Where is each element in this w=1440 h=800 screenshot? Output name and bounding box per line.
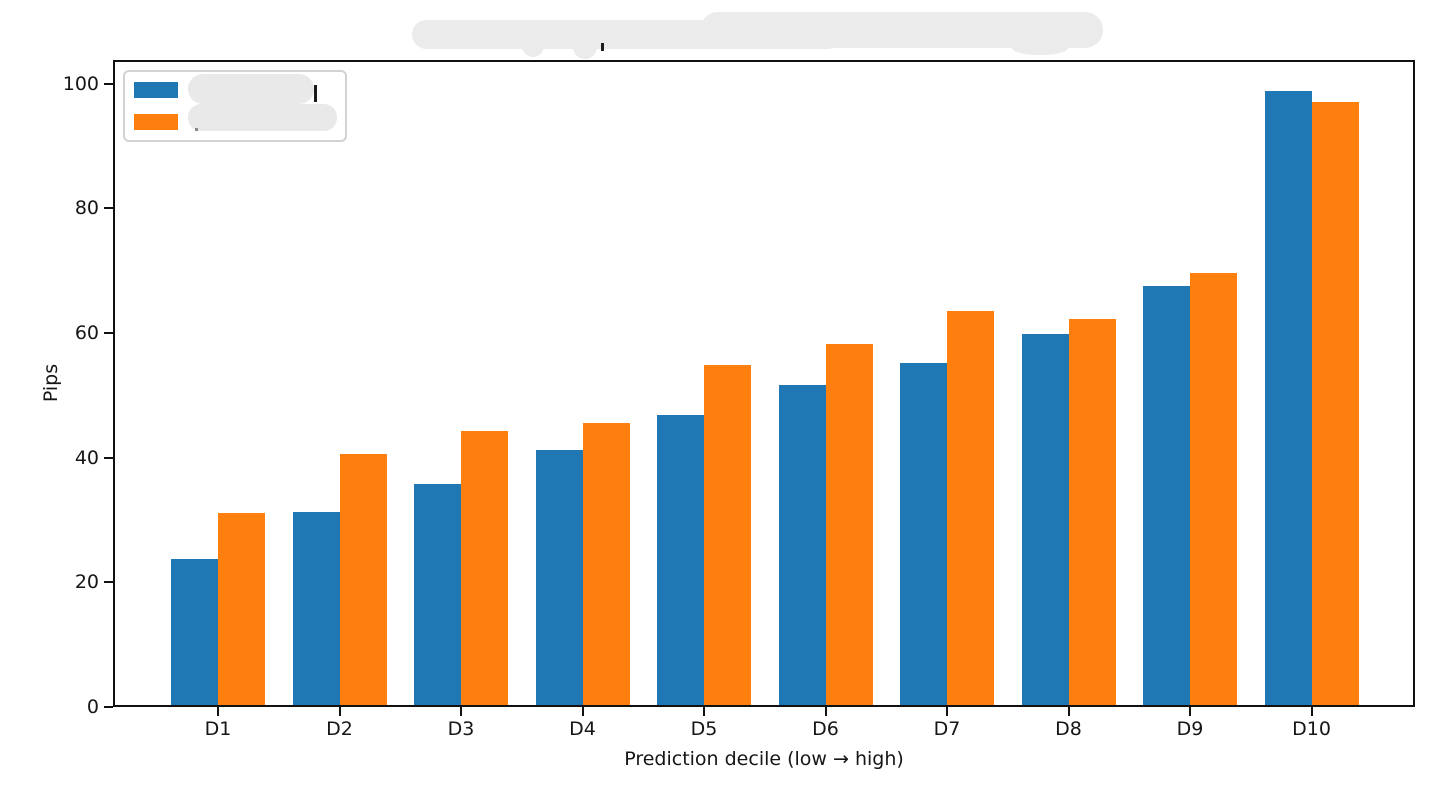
x-tick-label-D4: D4 — [569, 718, 596, 740]
y-axis-label: Pips — [40, 363, 62, 403]
bar-series2-D4 — [582, 423, 630, 705]
bar-series1-D7 — [900, 362, 947, 705]
x-tick-label-D2: D2 — [326, 718, 353, 740]
bar-series2-D9 — [1190, 273, 1237, 705]
bar-series2-D3 — [461, 431, 508, 705]
y-tick-label-100: 100 — [62, 72, 99, 95]
bar-series2-D10 — [1311, 102, 1359, 705]
bar-series1-D1 — [171, 559, 218, 705]
bar-series2-D6 — [825, 344, 873, 705]
x-tick-D2 — [338, 707, 341, 716]
bar-series2-D8 — [1068, 319, 1116, 705]
y-tick-label-60: 60 — [74, 322, 99, 345]
redaction-blob-title-bump3 — [1012, 41, 1068, 55]
x-tick-label-D8: D8 — [1055, 718, 1082, 740]
x-tick-D3 — [460, 707, 462, 716]
legend-label2-text-fragment — [195, 128, 198, 131]
redaction-blob-legend-label1 — [188, 74, 314, 104]
bar-series1-D2 — [292, 511, 340, 705]
x-tick-D8 — [1067, 707, 1070, 716]
x-tick-D4 — [581, 707, 584, 716]
x-tick-D5 — [703, 707, 705, 716]
axis-spine-bottom — [113, 705, 1415, 707]
legend — [123, 70, 347, 142]
plot-area: 0 20 40 60 80 100 D1 D2 D3 D4 D5 D6 D7 D8 D9 D10 Predi… — [40, 60, 1415, 770]
legend-label1-text-fragment — [314, 85, 317, 102]
x-tick-D10 — [1310, 707, 1313, 716]
x-tick-label-D10: D10 — [1292, 718, 1331, 740]
chart-title-redacted — [0, 0, 1440, 60]
bar-series2-D7 — [947, 310, 994, 705]
x-tick-D1 — [217, 707, 219, 716]
y-tick-80 — [104, 207, 113, 210]
bar-series1-D8 — [1021, 334, 1069, 705]
y-tick-20 — [104, 581, 113, 584]
axis-spine-left — [113, 60, 115, 707]
y-tick-label-40: 40 — [74, 446, 99, 469]
x-tick-label-D7: D7 — [933, 718, 961, 740]
x-tick-label-D1: D1 — [204, 718, 232, 740]
bar-series2-D2 — [339, 454, 387, 705]
redaction-blob-legend-label2 — [188, 104, 337, 131]
y-tick-40 — [104, 456, 113, 459]
x-tick-D6 — [824, 707, 827, 716]
title-text-fragment — [601, 43, 604, 51]
y-tick-0 — [104, 706, 113, 708]
x-tick-label-D3: D3 — [447, 718, 475, 740]
y-tick-label-0: 0 — [86, 696, 99, 718]
x-axis-label: Prediction decile (low → high) — [624, 748, 904, 770]
bar-series1-D4 — [535, 449, 583, 705]
x-tick-D7 — [946, 707, 948, 716]
redaction-blob-title-bump2 — [573, 35, 597, 59]
y-tick-label-20: 20 — [74, 571, 99, 594]
axis-spine-right — [1413, 60, 1415, 707]
bar-series1-D6 — [778, 384, 826, 705]
legend-swatch-series2 — [134, 114, 178, 130]
bar-series1-D3 — [414, 484, 461, 705]
axis-spine-top — [113, 60, 1415, 62]
redaction-blob-title-bump1 — [522, 35, 544, 57]
bar-series2-D5 — [704, 365, 751, 705]
x-tick-label-D6: D6 — [812, 718, 839, 740]
x-tick-D9 — [1189, 707, 1191, 716]
bar-series2-D1 — [218, 513, 265, 705]
y-tick-60 — [104, 332, 113, 335]
y-tick-100 — [104, 82, 113, 85]
x-tick-label-D9: D9 — [1176, 718, 1204, 740]
bar-series1-D9 — [1143, 286, 1190, 705]
y-tick-label-80: 80 — [74, 197, 99, 220]
legend-swatch-series1 — [134, 82, 178, 98]
bar-series1-D5 — [657, 415, 704, 705]
x-tick-label-D5: D5 — [690, 718, 718, 740]
bar-series1-D10 — [1264, 91, 1312, 705]
